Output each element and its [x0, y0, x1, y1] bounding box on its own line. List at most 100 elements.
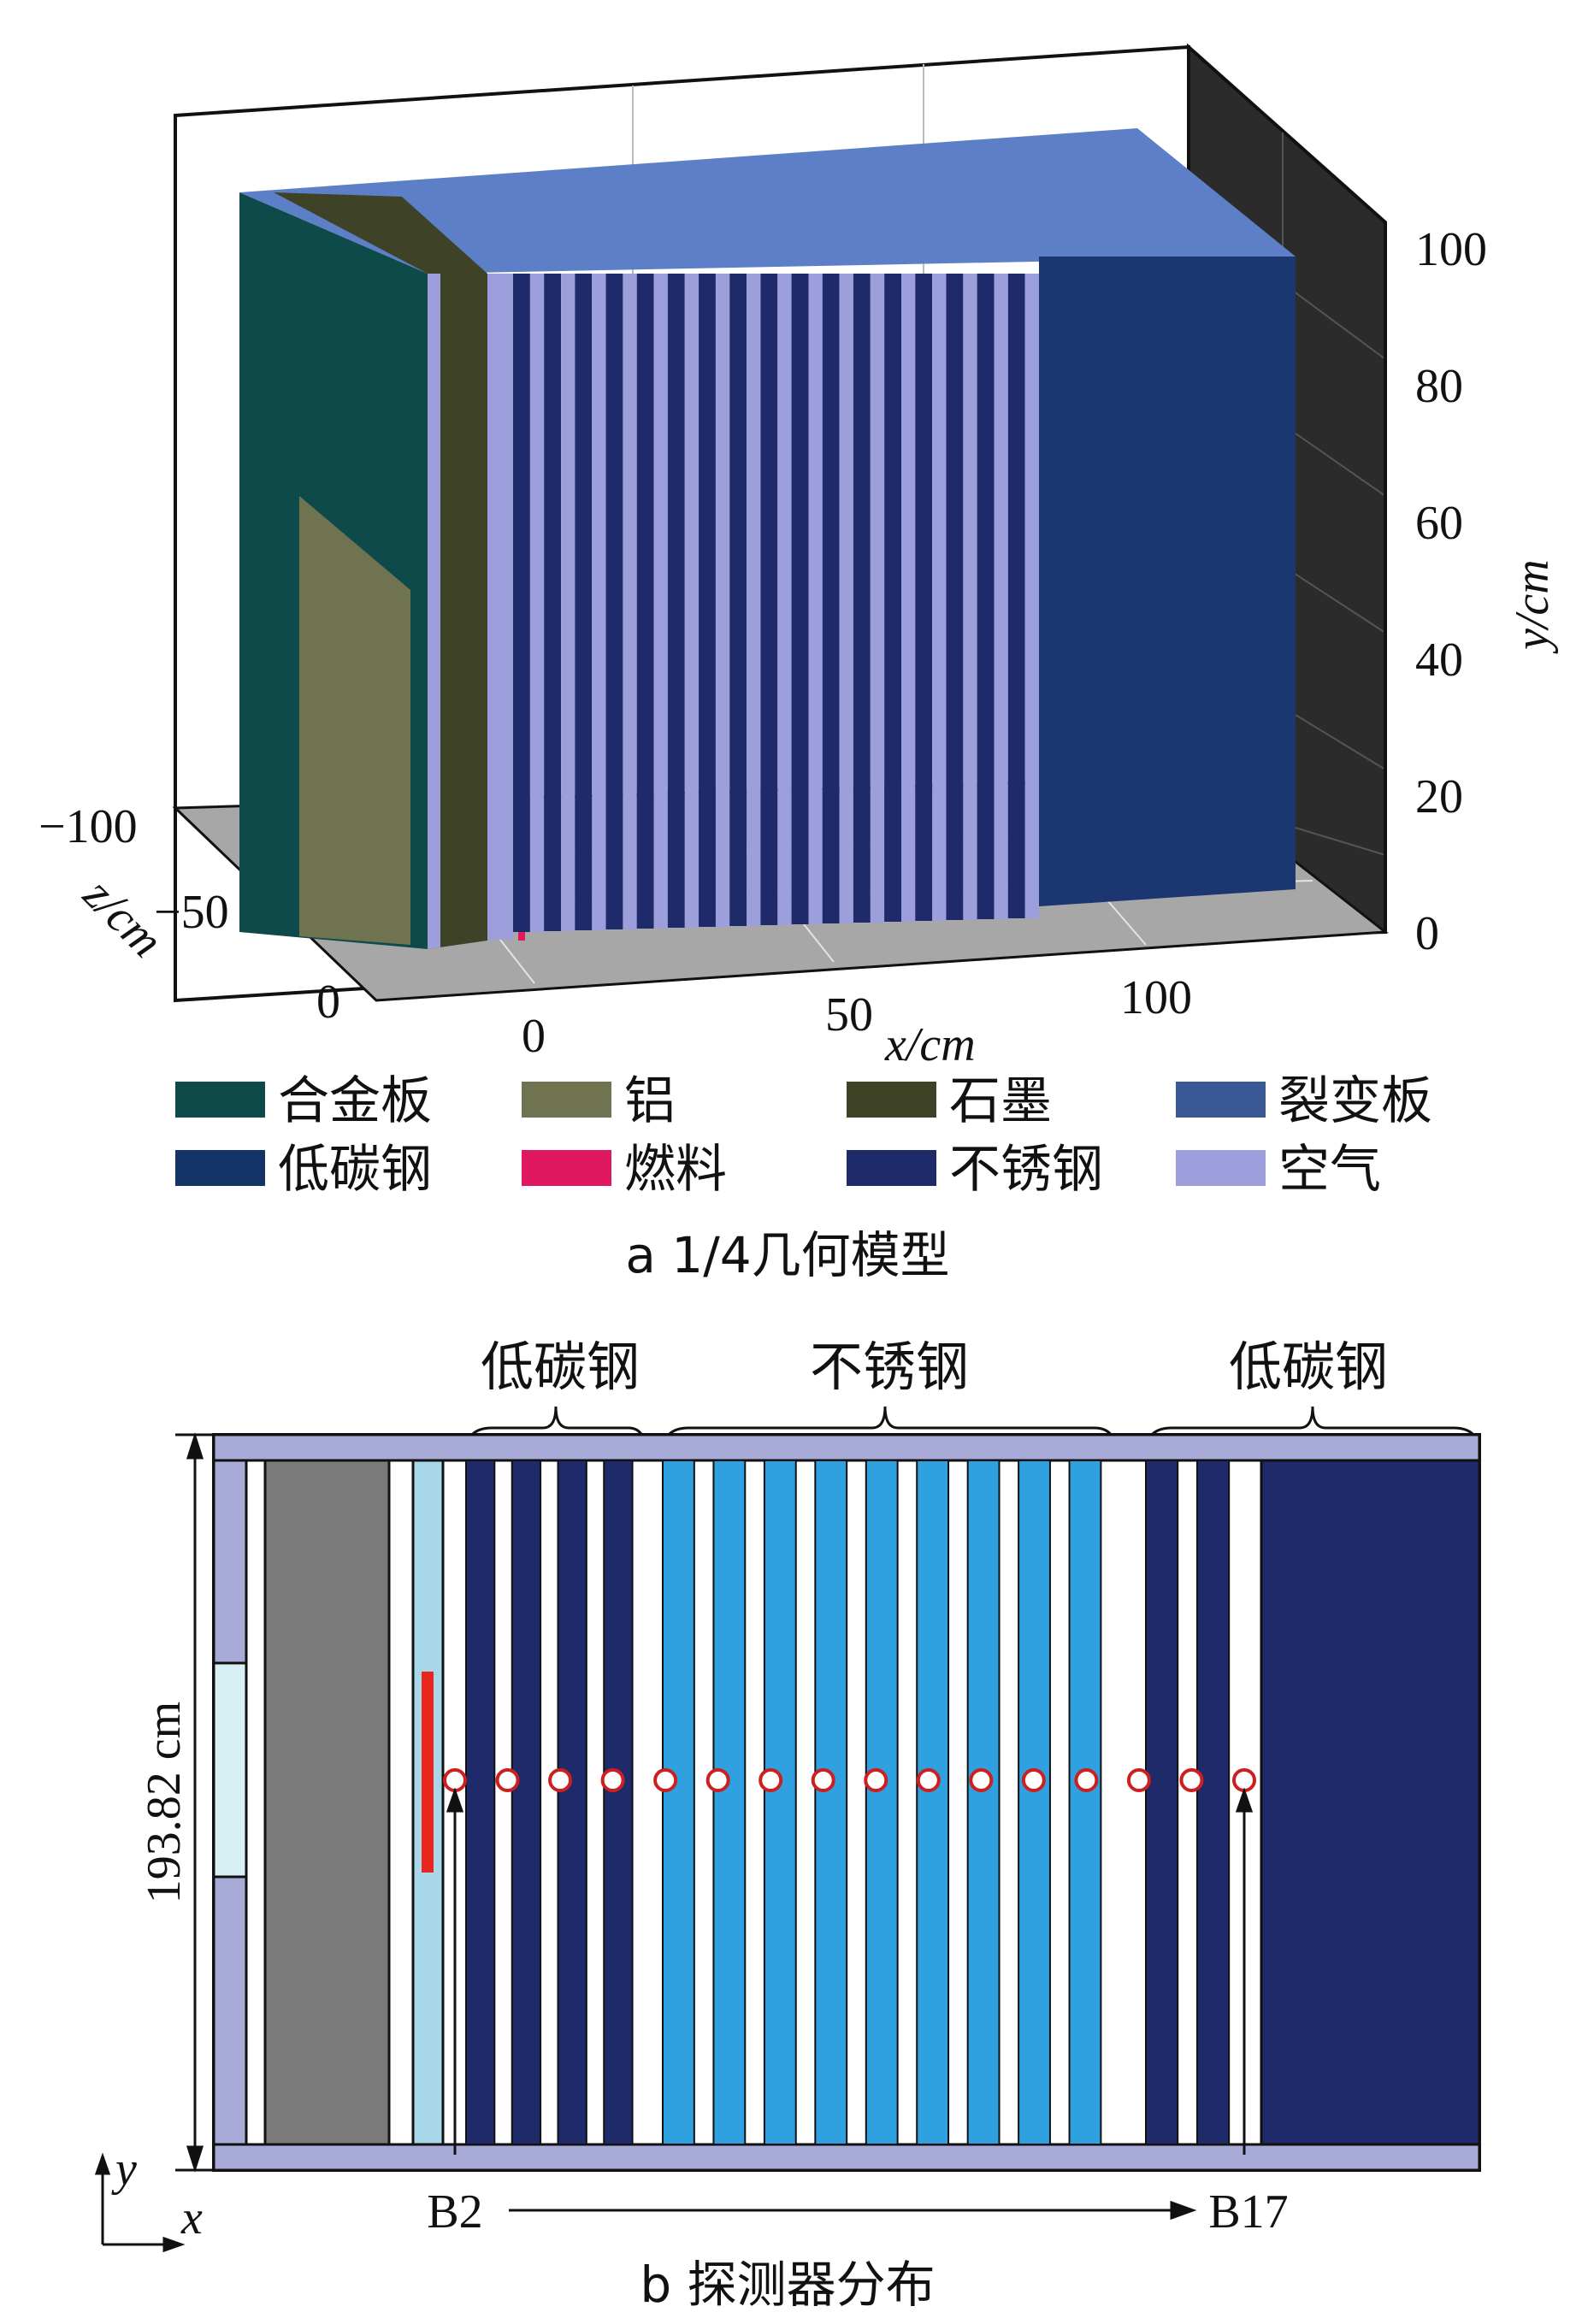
legend-swatch: [175, 1150, 265, 1186]
group-label-low-carbon-steel: 低碳钢: [1229, 1336, 1388, 1398]
stripe-air: [653, 274, 668, 929]
legend-item: 空气: [1176, 1140, 1381, 1200]
detector-marker: [916, 1768, 941, 1792]
stripe-steel: [699, 274, 716, 927]
legend-label: 合金板: [278, 1071, 432, 1131]
stripe-steel: [575, 274, 593, 930]
x-tick: 0: [522, 1010, 546, 1063]
legend-swatch: [522, 1150, 611, 1186]
stainless-steel-column: [916, 1460, 950, 2145]
stripe-air: [592, 274, 606, 930]
corner-axes: [94, 2152, 186, 2253]
panel-a-3d-model: 100 80 60 40 20 0 y/cm 0 50 100 x/cm −10…: [38, 43, 1559, 1071]
y-axis-label: y/cm: [1506, 559, 1559, 654]
stripe-steel: [791, 274, 809, 924]
z-tick: 0: [316, 976, 340, 1029]
z-axis-label: z/cm: [73, 868, 173, 968]
legend-label: 不锈钢: [949, 1140, 1103, 1200]
layer-air: [487, 274, 513, 941]
corner-axis-y: y: [111, 2143, 137, 2196]
low-carbon-steel-block: [1260, 1459, 1481, 2146]
stripe-steel: [544, 274, 562, 931]
y-tick: 80: [1415, 360, 1463, 413]
stainless-steel-column: [712, 1460, 747, 2145]
legend-swatch: [847, 1150, 936, 1186]
stripe-air: [994, 274, 1008, 919]
stripe-steel: [977, 274, 995, 919]
detector-marker: [548, 1768, 573, 1792]
y-tick: 0: [1415, 907, 1439, 960]
legend: 合金板 铝 石墨 裂变板 低碳钢 燃料 不锈钢 空气: [175, 1071, 1432, 1200]
stripe-steel: [946, 274, 964, 920]
corner-axis-x: x: [180, 2191, 203, 2244]
stainless-steel-column: [1068, 1460, 1102, 2145]
low-carbon-steel-column: [511, 1460, 542, 2145]
stripe-air: [808, 274, 823, 924]
legend-swatch: [522, 1082, 611, 1118]
stripe-air: [684, 274, 699, 928]
stainless-steel-column: [763, 1460, 797, 2145]
stripe-air: [747, 274, 761, 926]
stripe-air: [963, 274, 977, 920]
legend-swatch: [1176, 1150, 1266, 1186]
stripe-air: [870, 274, 885, 923]
stainless-steel-column: [1018, 1460, 1051, 2145]
legend-label: 空气: [1278, 1140, 1381, 1200]
layer-low-carbon-steel-block: [1039, 257, 1296, 906]
detector-marker: [864, 1768, 888, 1792]
y-tick: 40: [1415, 634, 1463, 687]
stripe-layers: [513, 274, 1039, 932]
x-axis-label: x/cm: [884, 1018, 976, 1071]
detector-end-label: B17: [1208, 2185, 1288, 2238]
detector-range-arrow: [509, 2200, 1197, 2221]
stripe-air: [623, 274, 637, 929]
light-blue-column: [411, 1459, 445, 2146]
detector-marker: [600, 1768, 625, 1792]
low-carbon-steel-column: [465, 1460, 496, 2145]
stainless-steel-column: [966, 1460, 1000, 2145]
height-dimension: [175, 1432, 214, 2173]
low-carbon-steel-column: [1196, 1460, 1231, 2145]
y-tick: 60: [1415, 497, 1463, 550]
x-tick: 50: [825, 988, 873, 1041]
steel-columns: [465, 1460, 1231, 2145]
low-carbon-steel-column: [557, 1460, 587, 2145]
model-layers: [239, 192, 1296, 949]
top-bar: [212, 1433, 1481, 1462]
stripe-air: [715, 274, 730, 927]
caption-b: b 探测器分布: [640, 2256, 935, 2314]
group-label-stainless-steel: 不锈钢: [810, 1336, 969, 1398]
detector-marker: [495, 1768, 520, 1792]
legend-item: 不锈钢: [847, 1140, 1103, 1200]
layer-air: [428, 274, 440, 949]
x-axis: 0 50 100 x/cm: [522, 971, 1192, 1071]
legend-item: 燃料: [522, 1140, 727, 1200]
stainless-steel-column: [662, 1460, 695, 2145]
stripe-air: [1024, 274, 1039, 918]
low-carbon-steel-column: [1145, 1460, 1179, 2145]
legend-swatch: [175, 1082, 265, 1118]
detector-marker: [1074, 1768, 1099, 1792]
stripe-steel: [667, 274, 685, 928]
stripe-steel: [822, 274, 840, 923]
stripe-steel: [636, 274, 654, 929]
caption-a: a 1/4几何模型: [625, 1226, 949, 1284]
layer-aluminum: [299, 496, 410, 945]
detector-marker: [758, 1768, 783, 1792]
detector-start-label: B2: [427, 2185, 482, 2238]
stripe-air: [839, 274, 853, 923]
legend-label: 燃料: [624, 1140, 727, 1200]
legend-item: 铝: [522, 1071, 676, 1131]
detectors: [443, 1768, 1256, 1792]
stripe-steel: [605, 274, 623, 929]
stripe-air: [561, 274, 576, 931]
x-tick: 100: [1120, 971, 1192, 1024]
legend-item: 低碳钢: [175, 1140, 432, 1200]
low-carbon-steel-column: [603, 1460, 634, 2145]
z-tick: −50: [154, 886, 229, 939]
legend-label: 石墨: [949, 1071, 1052, 1131]
detector-marker: [1126, 1768, 1151, 1792]
stripe-air: [932, 274, 947, 921]
stripe-steel: [760, 274, 778, 925]
